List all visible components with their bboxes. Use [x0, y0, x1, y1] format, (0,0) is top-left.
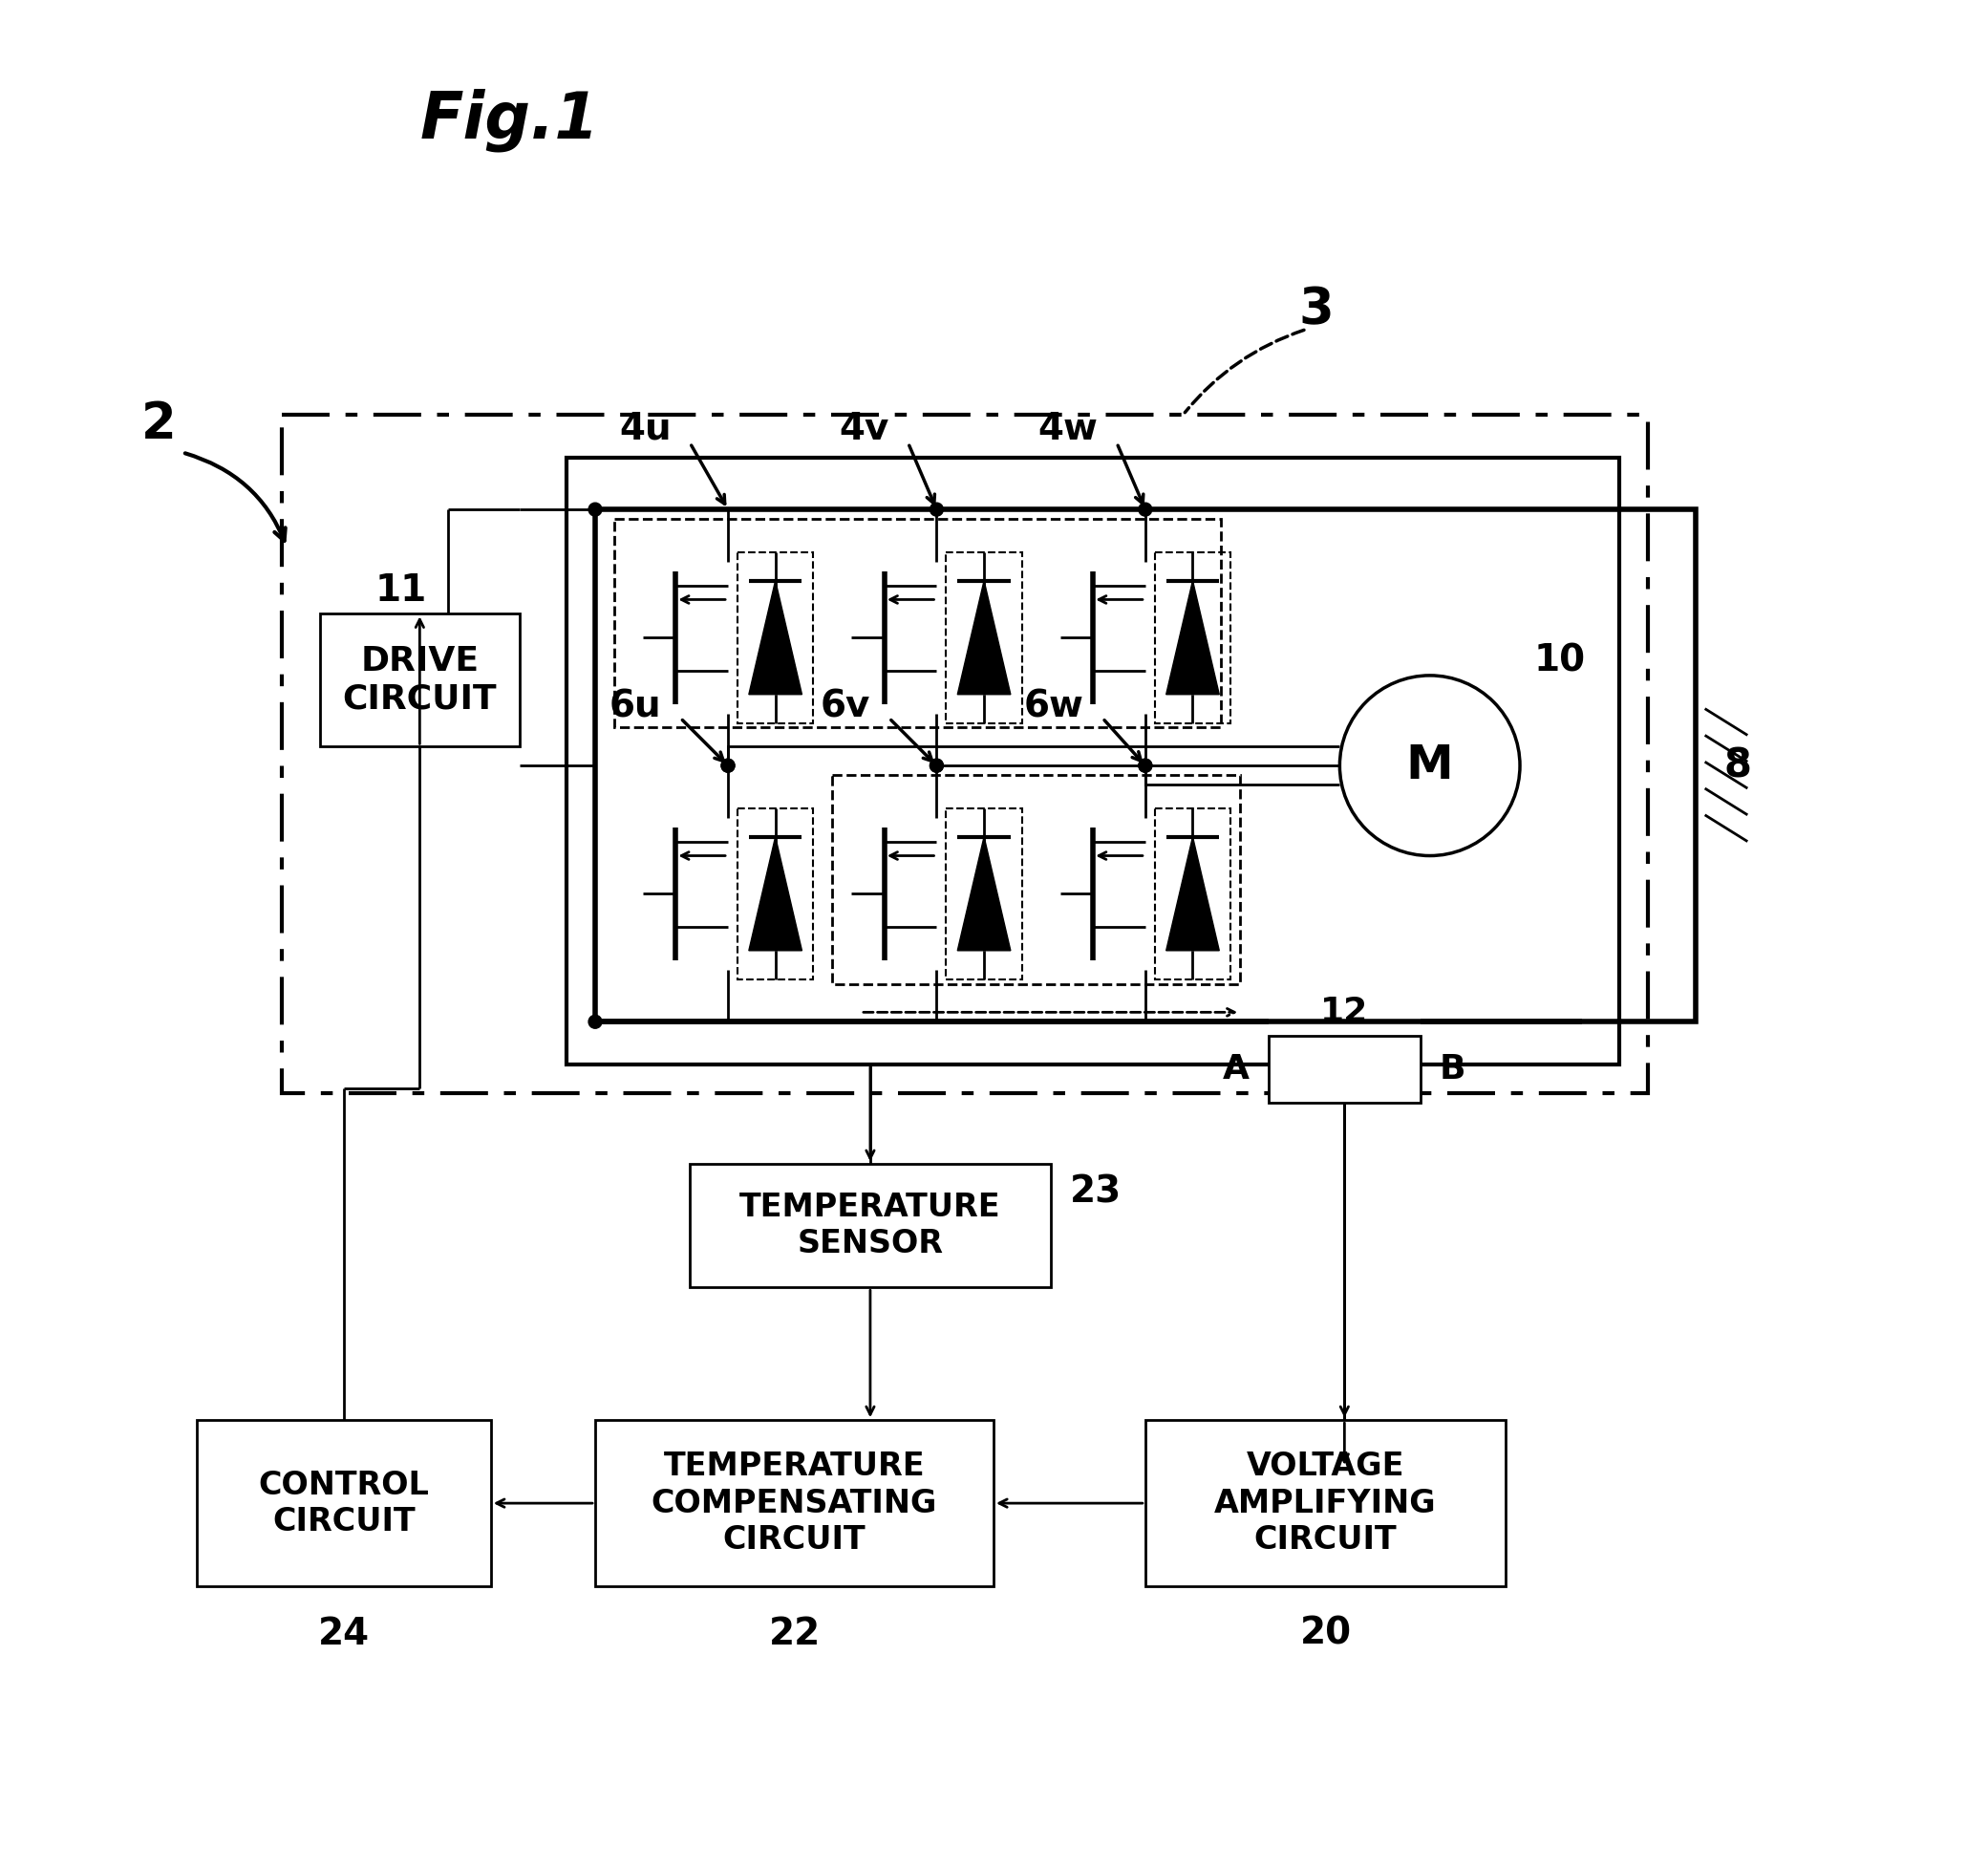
- Circle shape: [930, 503, 942, 516]
- Text: M: M: [1406, 743, 1453, 788]
- Text: 4u: 4u: [618, 410, 672, 447]
- Text: 6w: 6w: [1024, 688, 1083, 725]
- Text: TEMPERATURE
COMPENSATING
CIRCUIT: TEMPERATURE COMPENSATING CIRCUIT: [652, 1451, 938, 1555]
- Text: 11: 11: [376, 571, 427, 608]
- Bar: [320, 614, 519, 747]
- Circle shape: [930, 758, 942, 773]
- Text: 4w: 4w: [1038, 410, 1097, 447]
- Circle shape: [1139, 758, 1151, 773]
- Circle shape: [588, 1015, 602, 1028]
- Polygon shape: [958, 838, 1010, 950]
- Bar: [690, 1165, 1050, 1287]
- Circle shape: [930, 758, 942, 773]
- Bar: [1268, 1035, 1419, 1102]
- Text: 8: 8: [1724, 745, 1751, 786]
- Text: 23: 23: [1070, 1174, 1121, 1211]
- Bar: [1145, 1420, 1505, 1586]
- Text: CONTROL
CIRCUIT: CONTROL CIRCUIT: [258, 1470, 429, 1537]
- Bar: [946, 808, 1022, 980]
- Text: A: A: [1223, 1052, 1250, 1085]
- Text: 10: 10: [1535, 643, 1586, 679]
- Polygon shape: [958, 581, 1010, 695]
- Bar: [197, 1420, 491, 1586]
- Text: 24: 24: [318, 1616, 370, 1651]
- Polygon shape: [749, 581, 801, 695]
- Text: 22: 22: [769, 1616, 821, 1651]
- Bar: [282, 414, 1648, 1093]
- Text: Fig.1: Fig.1: [419, 89, 600, 152]
- Bar: [614, 520, 1221, 729]
- Text: DRIVE
CIRCUIT: DRIVE CIRCUIT: [342, 645, 497, 716]
- Polygon shape: [749, 838, 801, 950]
- FancyArrowPatch shape: [185, 453, 286, 540]
- Polygon shape: [1167, 838, 1219, 950]
- Bar: [833, 775, 1241, 984]
- Text: 20: 20: [1300, 1616, 1352, 1651]
- Bar: [594, 1420, 994, 1586]
- Polygon shape: [1167, 581, 1219, 695]
- Bar: [738, 553, 813, 723]
- Text: TEMPERATURE
SENSOR: TEMPERATURE SENSOR: [740, 1193, 1000, 1259]
- Text: 12: 12: [1320, 997, 1368, 1028]
- Text: 4v: 4v: [839, 410, 889, 447]
- Bar: [1155, 553, 1231, 723]
- Text: B: B: [1439, 1052, 1465, 1085]
- Circle shape: [1139, 503, 1151, 516]
- Text: 6v: 6v: [821, 688, 871, 725]
- Bar: [567, 457, 1620, 1065]
- Circle shape: [588, 503, 602, 516]
- Circle shape: [722, 758, 736, 773]
- Text: VOLTAGE
AMPLIFYING
CIRCUIT: VOLTAGE AMPLIFYING CIRCUIT: [1215, 1451, 1437, 1555]
- Circle shape: [1139, 758, 1151, 773]
- Bar: [1155, 808, 1231, 980]
- Circle shape: [1340, 675, 1521, 856]
- Circle shape: [722, 758, 736, 773]
- Bar: [946, 553, 1022, 723]
- Text: 2: 2: [141, 399, 177, 449]
- Bar: [738, 808, 813, 980]
- Text: 3: 3: [1298, 285, 1334, 335]
- Text: 6u: 6u: [610, 688, 662, 725]
